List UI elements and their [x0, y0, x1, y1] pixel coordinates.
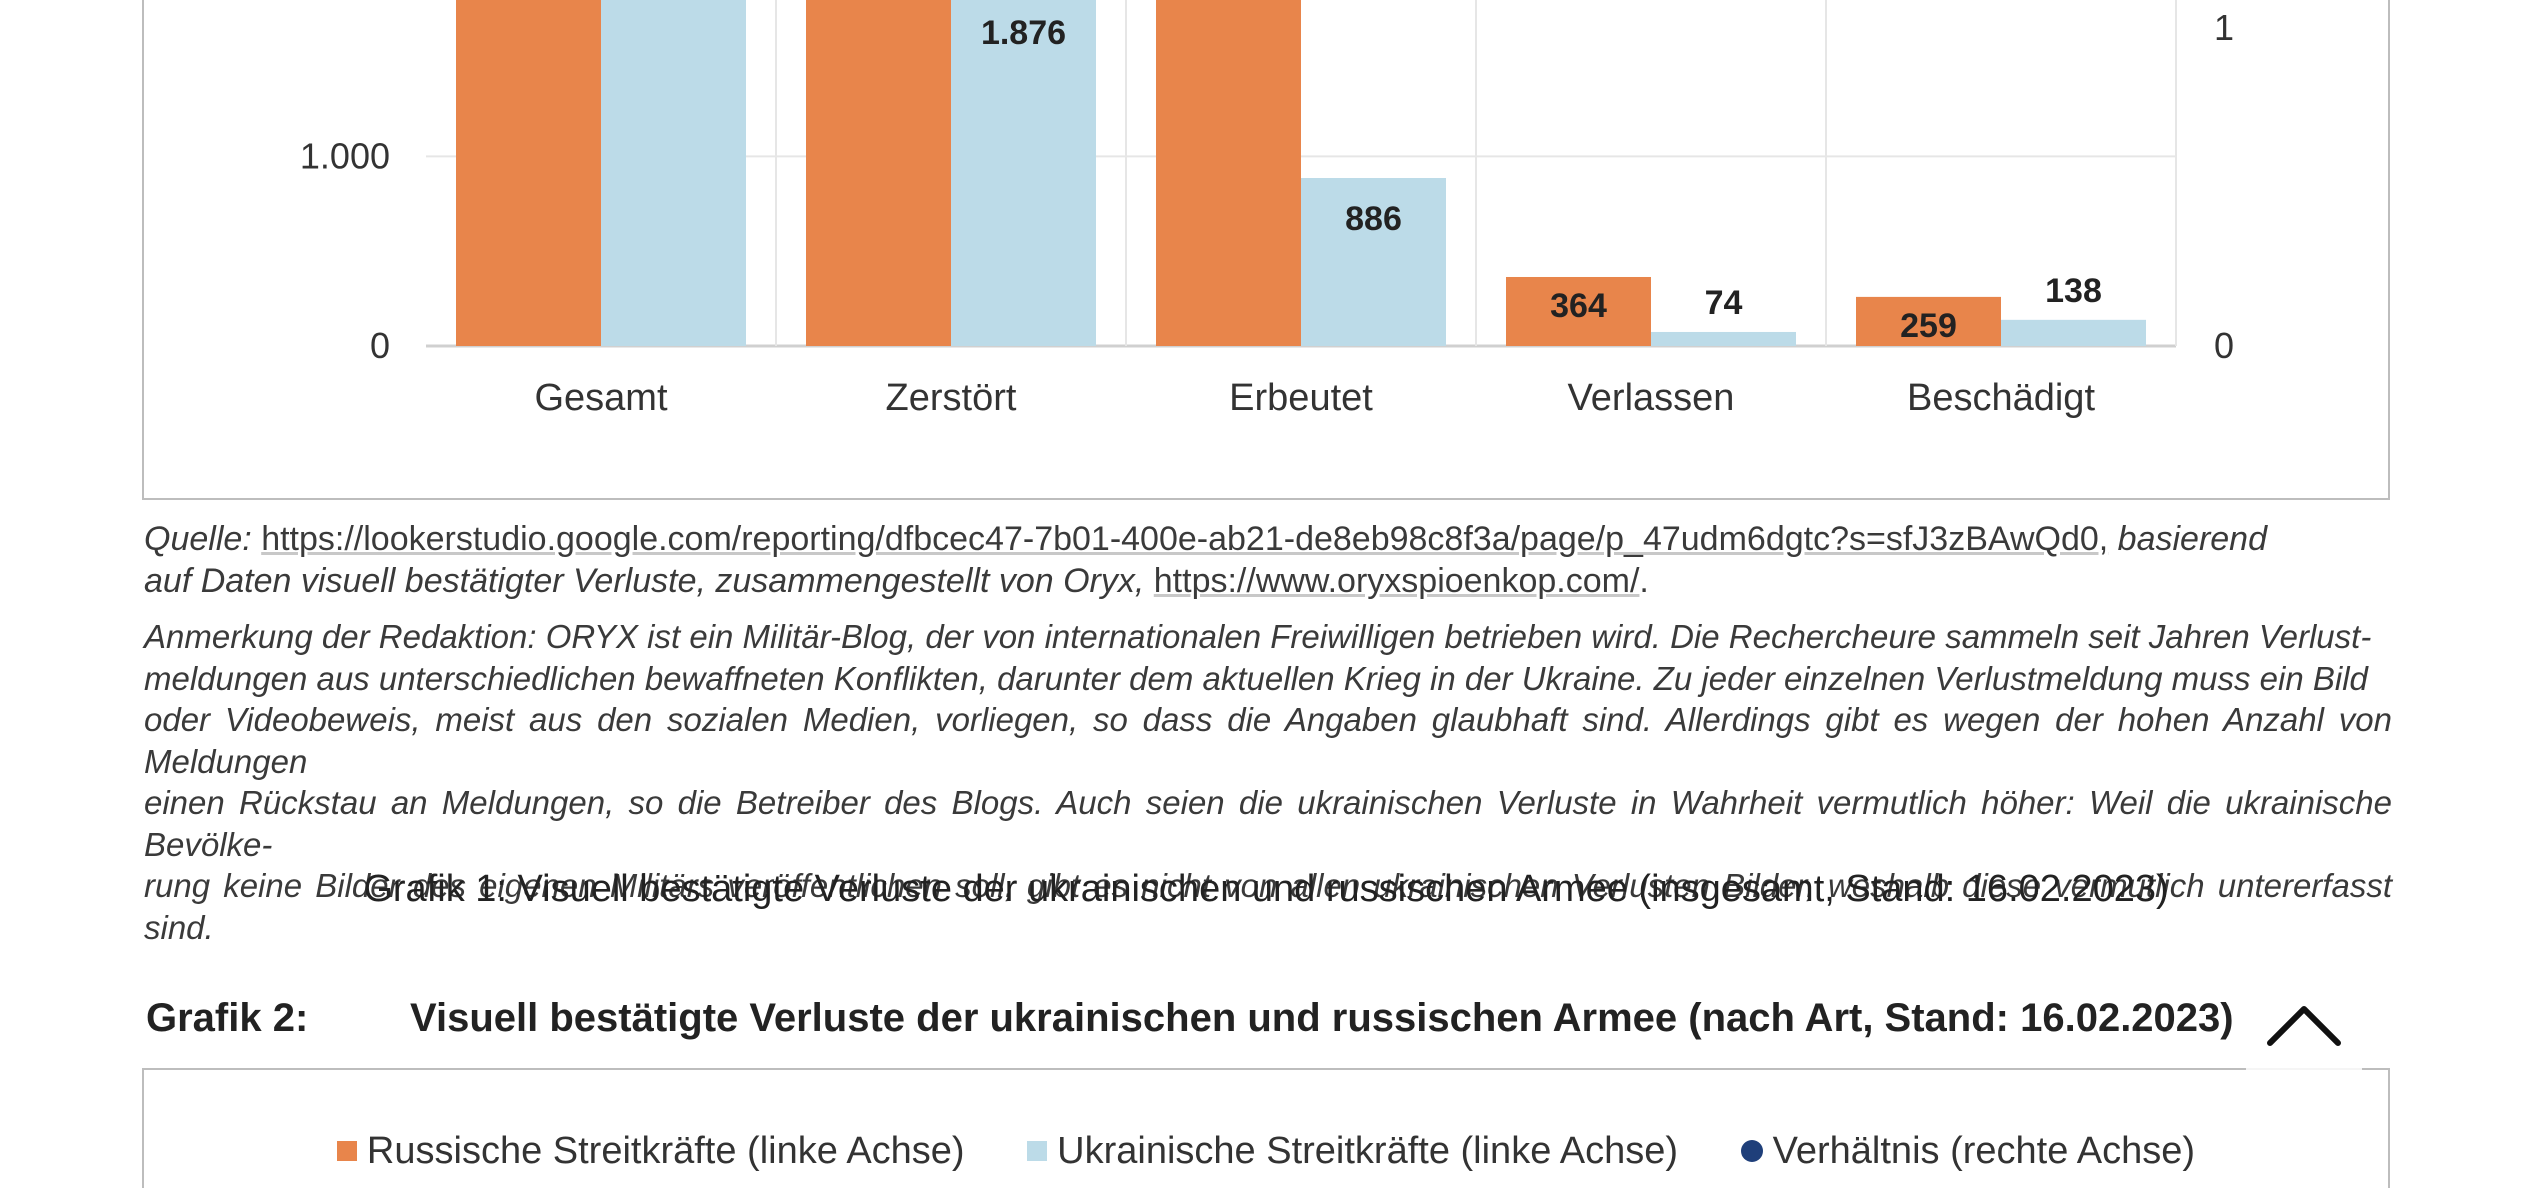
category-label: Verlassen: [1568, 377, 1735, 419]
scroll-to-top-button[interactable]: [2246, 974, 2362, 1074]
data-label: 138: [2045, 272, 2102, 310]
category-label: Erbeutet: [1229, 377, 1373, 419]
bar-russian: [1506, 276, 1651, 346]
note-line: rung keine Bilder des eigenen Militärs v…: [144, 867, 2392, 946]
grafik2-heading: Grafik 2: Visuell bestätigte Verluste der…: [146, 996, 2234, 1041]
legend-dot-ratio: [1740, 1140, 1763, 1162]
legend-swatch-russian: [336, 1141, 357, 1161]
note-line: oder Videobeweis, meist aus den sozialen…: [144, 701, 2392, 780]
data-label: 74: [1705, 284, 1743, 322]
legend-item-ratio: Verhältnis (rechte Achse): [1740, 1130, 2196, 1173]
bar-ukrainian: [1301, 178, 1446, 346]
category-label: Gesamt: [534, 377, 667, 419]
source-end: .: [1639, 562, 1649, 600]
legend-label: Ukrainische Streitkräfte (linke Achse): [1057, 1130, 1679, 1172]
grafik2-title: Visuell bestätigte Verluste der ukrainis…: [410, 996, 2234, 1040]
source-note: Quelle: https://lookerstudio.google.com/…: [144, 518, 2392, 602]
grafik2-legend: Russische Streitkräfte (linke Achse) Ukr…: [0, 1130, 2532, 1173]
source-url-link[interactable]: https://lookerstudio.google.com/reportin…: [261, 520, 2109, 558]
bar-russian: [1856, 296, 2001, 346]
bar-russian: [806, 0, 951, 346]
figure-caption: Grafik 1: Visuell bestätigte Verluste de…: [363, 868, 2169, 910]
data-label: 886: [1345, 200, 1402, 238]
grafik2-frame: [142, 1068, 2390, 1188]
note-line: Anmerkung der Redaktion: ORYX ist ein Mi…: [144, 618, 2372, 655]
legend-swatch-ukrainian: [1027, 1141, 1048, 1161]
right-axis-tick-label: 1: [2214, 7, 2234, 48]
data-label: 364: [1550, 287, 1607, 325]
bar-ukrainian: [951, 0, 1096, 347]
category-label: Zerstört: [886, 377, 1017, 419]
legend-item-russian: Russische Streitkräfte (linke Achse): [336, 1130, 965, 1173]
note-line: meldungen aus unterschiedlichen bewaffne…: [144, 659, 2368, 697]
data-label: 1.876: [981, 14, 1066, 52]
bar-ukrainian: [601, 0, 746, 346]
legend-label: Verhältnis (rechte Achse): [1772, 1130, 2196, 1172]
grafik2-label: Grafik 2:: [146, 996, 309, 1040]
bar-ukrainian: [1651, 331, 1796, 346]
left-axis-tick-label: 1.000: [300, 135, 390, 176]
bar-chart: 0 1.000 0 1 Gesamt 1.876 Zerstört 886 Erbeutet 36…: [300, 0, 2234, 419]
legend-label: Russische Streitkräfte (linke Achse): [366, 1130, 965, 1172]
category-label: Beschädigt: [1907, 377, 2095, 419]
chevron-up-icon: [2267, 1006, 2341, 1046]
bar-russian: [456, 0, 601, 346]
data-label: 259: [1900, 307, 1957, 345]
legend-item-ukrainian: Ukrainische Streitkräfte (linke Achse): [1027, 1130, 1678, 1173]
left-axis-tick-label: 0: [370, 325, 390, 366]
source-basis-2: auf Daten visuell bestätigter Verluste, …: [144, 562, 1145, 600]
right-axis-tick-label: 0: [2214, 325, 2234, 366]
oryx-url-link[interactable]: https://www.oryxspioenkop.com/: [1153, 562, 1640, 600]
bar-russian: [1156, 0, 1301, 346]
source-basis-1: basierend: [2117, 520, 2268, 558]
source-label: Quelle:: [144, 520, 252, 558]
note-line: einen Rückstau an Meldungen, so die Betr…: [144, 784, 2392, 863]
editor-note: Anmerkung der Redaktion: ORYX ist ein Mi…: [144, 616, 2392, 948]
bar-ukrainian: [2001, 319, 2146, 346]
